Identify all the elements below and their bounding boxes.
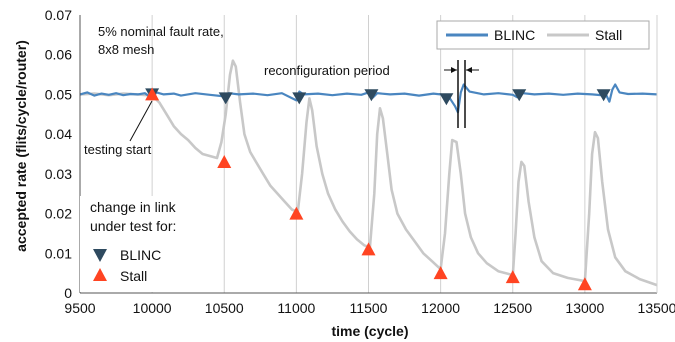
x-tick-label: 12000 (421, 300, 460, 316)
fault-rate-annotation-line1: 5% nominal fault rate, (98, 24, 224, 39)
marker-layer (145, 87, 611, 291)
legend-label-stall: Stall (595, 27, 622, 43)
marker-legend-title-line2: under test for: (90, 218, 176, 234)
marker-legend-blinc-label: BLINC (120, 247, 161, 263)
marker-legend-blinc-icon (93, 249, 107, 262)
x-axis-title: time (cycle) (331, 323, 408, 339)
grid-lines (151, 15, 586, 293)
legend-label-blinc: BLINC (494, 27, 535, 43)
x-tick-label: 10500 (205, 300, 244, 316)
y-tick-label: 0.05 (45, 86, 72, 102)
x-tick-label: 10000 (133, 300, 172, 316)
y-tick-label: 0.03 (45, 166, 72, 182)
series-line-stall (79, 59, 658, 287)
y-tick-label: 0.01 (45, 245, 72, 261)
x-tick-label: 12500 (493, 300, 532, 316)
marker-blinc (512, 89, 527, 102)
marker-stall (577, 277, 592, 291)
fault-rate-annotation-line2: 8x8 mesh (98, 42, 154, 57)
marker-stall (217, 154, 232, 168)
marker-blinc (596, 89, 611, 102)
reconfiguration-annotation: reconfiguration period (264, 63, 390, 78)
tick-labels: 9500 10000 10500 11000 11500 12000 12500 13000 1… (45, 7, 675, 316)
marker-stall (433, 266, 448, 280)
y-tick-label: 0.06 (45, 47, 72, 63)
x-tick-label: 9500 (64, 300, 95, 316)
marker-legend-title-line1: change in link (90, 199, 177, 215)
x-tick-label: 11000 (277, 300, 315, 316)
y-tick-label: 0.04 (45, 126, 72, 142)
y-tick-label: 0 (64, 285, 72, 301)
marker-legend-stall-label: Stall (120, 268, 147, 284)
testing-start-pointer (129, 100, 153, 142)
y-tick-label: 0.07 (45, 7, 72, 23)
testing-start-annotation: testing start (84, 142, 152, 157)
legend: BLINC Stall (436, 20, 650, 50)
reconfiguration-period-bracket (444, 60, 479, 128)
y-tick-label: 0.02 (45, 206, 72, 222)
marker-legend-stall-icon (93, 268, 107, 281)
x-tick-label: 11500 (350, 300, 388, 316)
y-axis-title: accepted rate (flits/cycle/router) (13, 40, 29, 252)
marker-stall (361, 242, 376, 256)
marker-legend: change in link under test for: BLINC Sta… (80, 196, 210, 292)
marker-stall (505, 270, 520, 284)
x-tick-label: 13500 (638, 300, 675, 316)
marker-blinc (439, 93, 454, 106)
marker-blinc (218, 92, 233, 105)
marker-blinc (292, 92, 307, 105)
x-tick-label: 13000 (565, 300, 604, 316)
marker-stall (145, 87, 160, 101)
marker-blinc (364, 89, 379, 102)
marker-stall (289, 206, 304, 220)
